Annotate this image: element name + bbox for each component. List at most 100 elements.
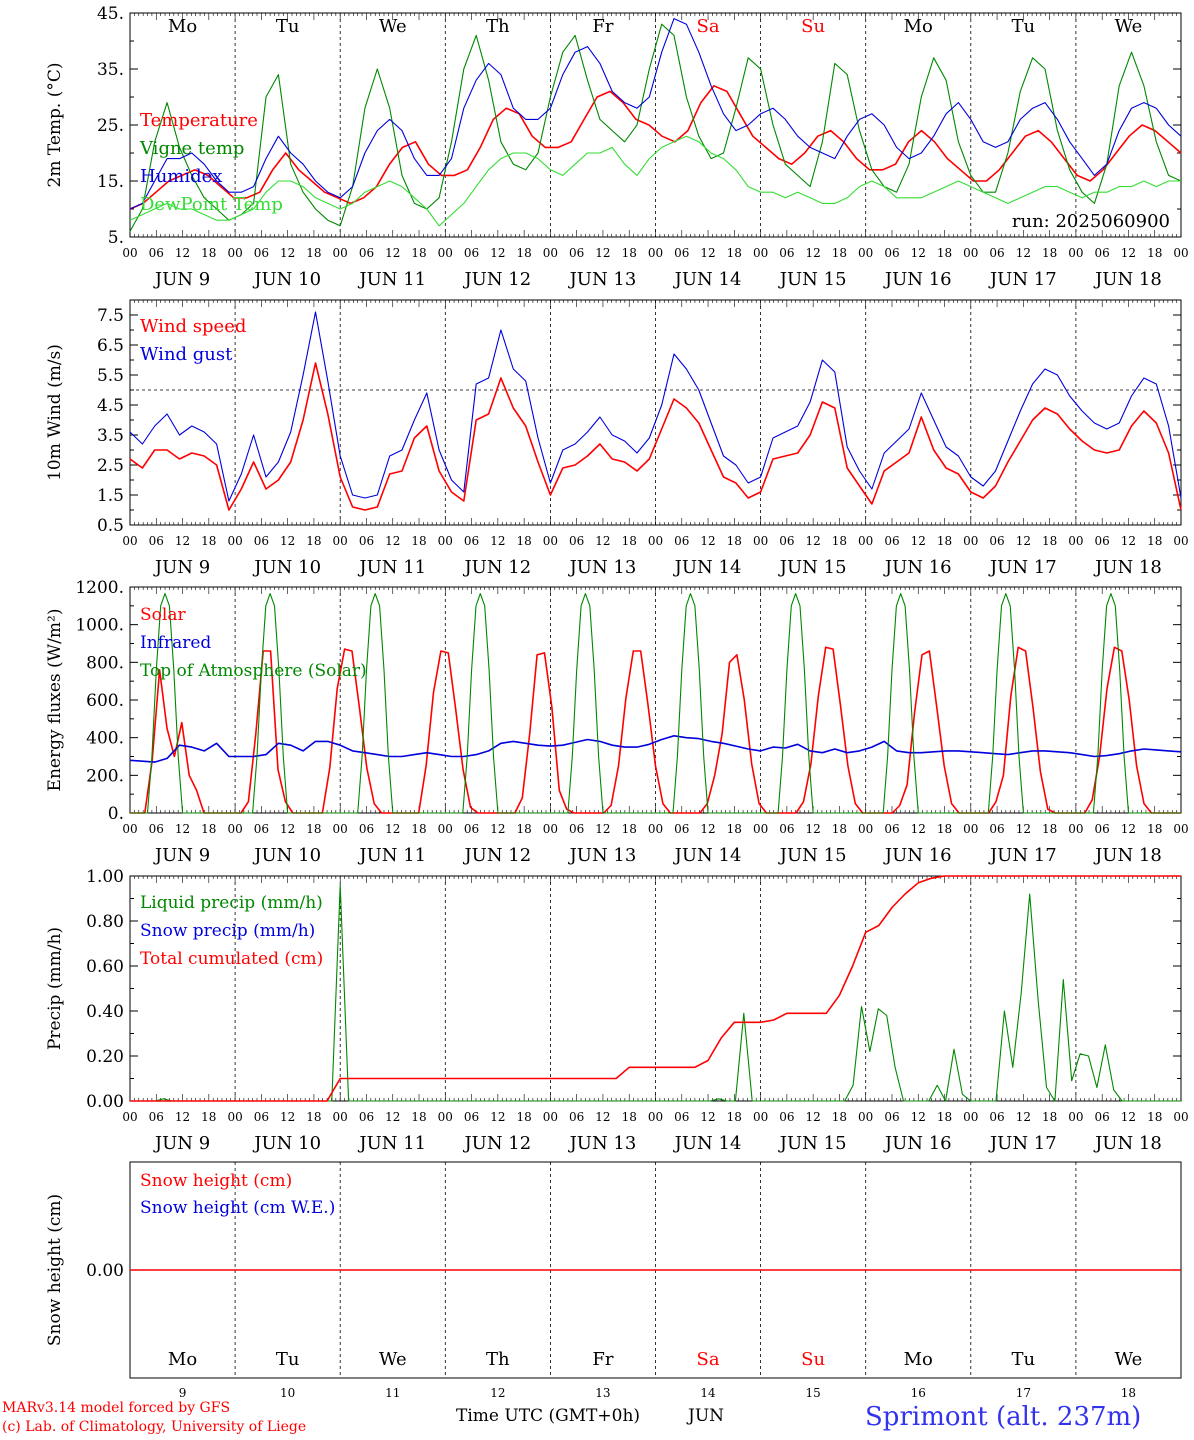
hour-tick-label: 18	[832, 534, 847, 548]
hour-tick-label: 06	[989, 822, 1004, 836]
date-label: JUN 16	[883, 557, 952, 578]
date-label: JUN 14	[673, 1133, 742, 1154]
day-label: Su	[801, 16, 825, 37]
date-label: JUN 15	[778, 1133, 847, 1154]
hour-tick-label: 00	[333, 246, 348, 260]
y-tick-label: 600.	[86, 691, 124, 711]
series-line	[129, 23, 1182, 232]
hour-tick-label: 06	[674, 534, 689, 548]
y-tick-label: 0.20	[86, 1047, 124, 1067]
hour-tick-label: 06	[779, 534, 794, 548]
legend-entry: Top of Atmosphere (Solar)	[140, 661, 367, 681]
hour-tick-label: 12	[911, 534, 926, 548]
date-label: JUN 9	[153, 269, 210, 290]
hour-tick-label: 06	[569, 534, 584, 548]
hour-tick-label: 00	[333, 534, 348, 548]
series-line	[129, 311, 1182, 502]
hour-tick-label: 18	[727, 534, 742, 548]
y-tick-label: 15.	[97, 172, 124, 192]
hour-tick-label: 12	[1121, 246, 1136, 260]
hour-tick-label: 18	[937, 246, 952, 260]
day-label: Th	[486, 1349, 510, 1370]
hour-tick-label: 00	[753, 822, 768, 836]
date-label: JUN 15	[778, 557, 847, 578]
hour-tick-label: 18	[201, 1110, 216, 1124]
hour-tick-label: 06	[884, 822, 899, 836]
y-axis-label: 10m Wind (m/s)	[45, 344, 65, 481]
hour-tick-label: 12	[1016, 534, 1031, 548]
hour-tick-label: 12	[385, 246, 400, 260]
y-tick-label: 25.	[97, 116, 124, 136]
date-label: JUN 18	[1093, 1133, 1162, 1154]
hour-tick-label: 12	[806, 246, 821, 260]
y-tick-label: 1200.	[75, 578, 124, 598]
legend-entry: Total cumulated (cm)	[140, 949, 323, 969]
legend-entry: Snow height (cm W.E.)	[140, 1198, 335, 1218]
y-tick-label: 5.5	[97, 366, 124, 386]
hour-tick-label: 00	[1173, 246, 1188, 260]
day-label: Mo	[168, 16, 197, 37]
hour-tick-label: 12	[700, 246, 715, 260]
hour-tick-label: 18	[411, 822, 426, 836]
y-tick-label: 1.00	[86, 867, 124, 887]
y-tick-label: 1.5	[97, 486, 124, 506]
day-label: Tu	[276, 1349, 300, 1370]
hour-tick-label: 12	[175, 822, 190, 836]
day-number: 17	[1016, 1386, 1031, 1400]
hour-tick-label: 12	[280, 1110, 295, 1124]
hour-tick-label: 00	[858, 246, 873, 260]
hour-tick-label: 18	[1147, 1110, 1162, 1124]
hour-tick-label: 06	[1095, 534, 1110, 548]
hour-tick-label: 12	[806, 534, 821, 548]
hour-tick-label: 00	[1068, 822, 1083, 836]
hour-tick-label: 12	[175, 246, 190, 260]
hour-tick-label: 00	[227, 246, 242, 260]
day-label: Fr	[592, 16, 613, 37]
hour-tick-label: 12	[385, 1110, 400, 1124]
hour-tick-label: 06	[674, 246, 689, 260]
legend-entry: Snow precip (mm/h)	[140, 921, 315, 941]
hour-tick-label: 00	[1173, 534, 1188, 548]
hour-tick-label: 06	[464, 822, 479, 836]
hour-tick-label: 12	[911, 822, 926, 836]
day-label: Mo	[904, 16, 933, 37]
hour-tick-label: 12	[700, 1110, 715, 1124]
hour-tick-label: 00	[122, 534, 137, 548]
hour-tick-label: 12	[1016, 246, 1031, 260]
hour-tick-label: 00	[963, 1110, 978, 1124]
hour-tick-label: 00	[648, 822, 663, 836]
date-label: JUN 14	[673, 845, 742, 866]
hour-tick-label: 00	[858, 1110, 873, 1124]
legend-entry: Humidex	[140, 166, 222, 187]
hour-tick-label: 18	[306, 246, 321, 260]
hour-tick-label: 18	[1147, 822, 1162, 836]
hour-tick-label: 18	[622, 1110, 637, 1124]
hour-tick-label: 18	[201, 246, 216, 260]
hour-tick-label: 12	[175, 534, 190, 548]
day-label: Tu	[1012, 1349, 1036, 1370]
legend-entry: Snow height (cm)	[140, 1171, 292, 1191]
hour-tick-label: 18	[1147, 246, 1162, 260]
date-label: JUN 12	[462, 557, 531, 578]
date-label: JUN 10	[252, 269, 321, 290]
hour-tick-label: 06	[779, 822, 794, 836]
date-label: JUN 14	[673, 557, 742, 578]
day-number: 16	[911, 1386, 926, 1400]
date-label: JUN 10	[252, 845, 321, 866]
hour-tick-label: 18	[727, 246, 742, 260]
legend-entry: DewPoint Temp	[140, 194, 283, 215]
hour-tick-label: 18	[1042, 246, 1057, 260]
series-line	[130, 875, 1181, 1102]
hour-tick-label: 12	[490, 822, 505, 836]
hour-tick-label: 18	[622, 534, 637, 548]
hour-tick-label: 12	[280, 246, 295, 260]
hour-tick-label: 12	[385, 822, 400, 836]
hour-tick-label: 18	[306, 1110, 321, 1124]
hour-tick-label: 06	[989, 534, 1004, 548]
hour-tick-label: 18	[937, 822, 952, 836]
y-tick-label: 5.	[108, 228, 124, 248]
day-number: 11	[385, 1386, 400, 1400]
hour-tick-label: 00	[1068, 246, 1083, 260]
day-label: We	[1115, 16, 1143, 37]
hour-tick-label: 18	[1042, 1110, 1057, 1124]
